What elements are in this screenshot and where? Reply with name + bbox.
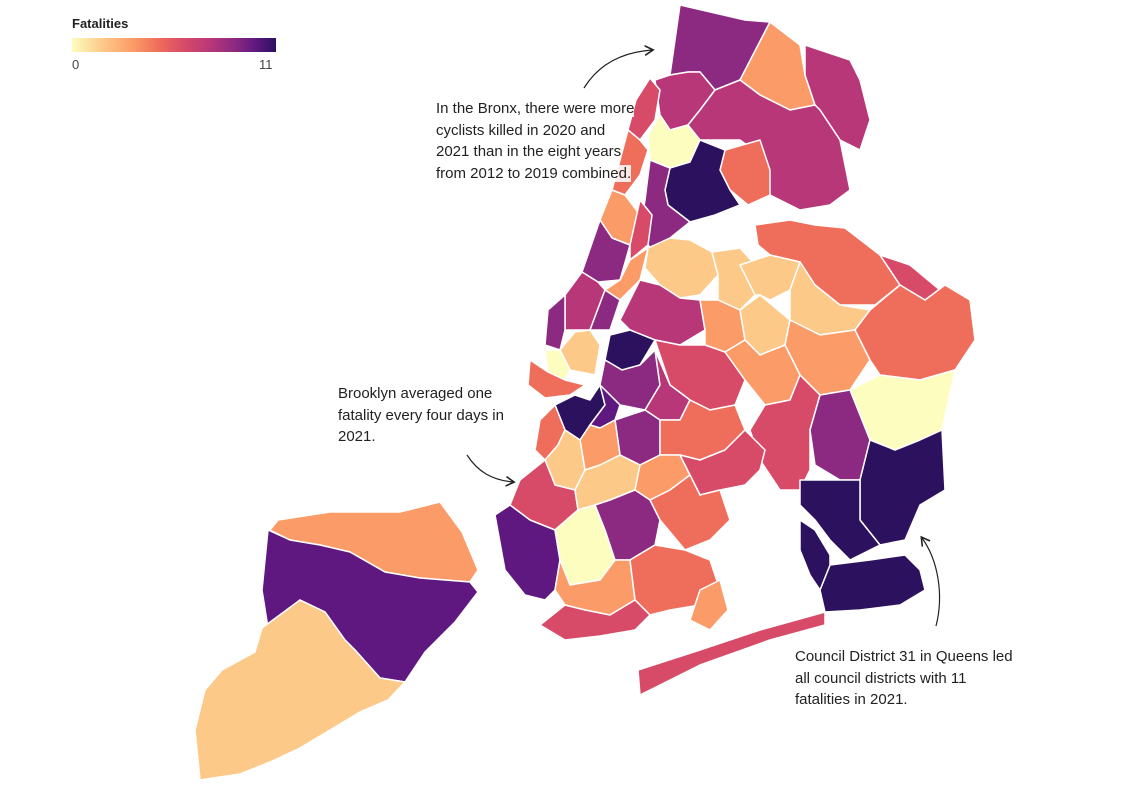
annotation-line: cyclists killed in 2020 and — [436, 121, 606, 139]
district-mn-chelsea[interactable] — [544, 294, 566, 351]
district-qn-rosedale[interactable] — [859, 429, 946, 546]
district-si-south-shore[interactable] — [194, 599, 406, 781]
district-qn-astoria[interactable] — [644, 237, 719, 299]
arrow-queens — [922, 538, 941, 627]
annotation-line: from 2012 to 2019 combined. — [436, 164, 632, 182]
district-bk-marine-park[interactable] — [689, 579, 729, 631]
annotation-line: all council districts with 11 — [795, 669, 967, 687]
district-mn-east-harlem[interactable] — [629, 199, 653, 261]
district-mn-lower[interactable] — [527, 359, 586, 399]
annotation-line: 2021 than in the eight years — [436, 143, 622, 160]
district-qn-far-rockaway[interactable] — [819, 554, 926, 613]
district-bk-coney-island[interactable] — [539, 599, 651, 641]
district-bk-canarsie[interactable] — [649, 474, 731, 551]
district-bronx-tremont[interactable] — [664, 139, 741, 223]
district-qn-broad-channel[interactable] — [799, 519, 831, 591]
district-bronx-morris-park[interactable] — [687, 79, 851, 211]
borough-bronx — [639, 4, 871, 249]
arrow-bronx — [583, 50, 652, 89]
borough-staten-island — [194, 501, 479, 781]
arrow-brooklyn — [466, 454, 513, 482]
annotation-bronx: In the Bronx, there were more cyclists k… — [436, 98, 676, 184]
district-qn-rockaway-peninsula[interactable] — [637, 611, 826, 696]
district-bk-midwood[interactable] — [594, 489, 661, 561]
annotation-line: Council District 31 in Queens led — [795, 648, 1013, 665]
annotation-queens: Council District 31 in Queens led all co… — [795, 646, 1055, 711]
annotation-line: 2021. — [338, 428, 376, 445]
annotation-line: fatality every four days in — [338, 406, 504, 424]
district-qn-queens-village[interactable] — [854, 284, 976, 381]
legend-title: Fatalities — [72, 16, 129, 31]
district-qn-howard-beach[interactable] — [799, 479, 881, 561]
annotation-line: In the Bronx, there were more — [436, 100, 635, 117]
annotation-brooklyn: Brooklyn averaged one fatality every fou… — [338, 383, 538, 448]
annotation-line: fatalities in 2021. — [795, 691, 908, 708]
district-mn-midtown-east[interactable] — [589, 289, 621, 331]
district-bronx-coop-city[interactable] — [804, 44, 871, 151]
legend-max-label: 11 — [259, 57, 273, 72]
borough-manhattan — [527, 77, 661, 399]
legend-gradient — [72, 38, 276, 52]
district-qn-long-island-city[interactable] — [619, 279, 706, 346]
annotation-line: Brooklyn averaged one — [338, 385, 493, 402]
borough-queens — [619, 219, 976, 696]
borough-brooklyn — [494, 329, 766, 641]
legend-min-label: 0 — [72, 57, 80, 72]
district-qn-corona[interactable] — [739, 254, 801, 301]
